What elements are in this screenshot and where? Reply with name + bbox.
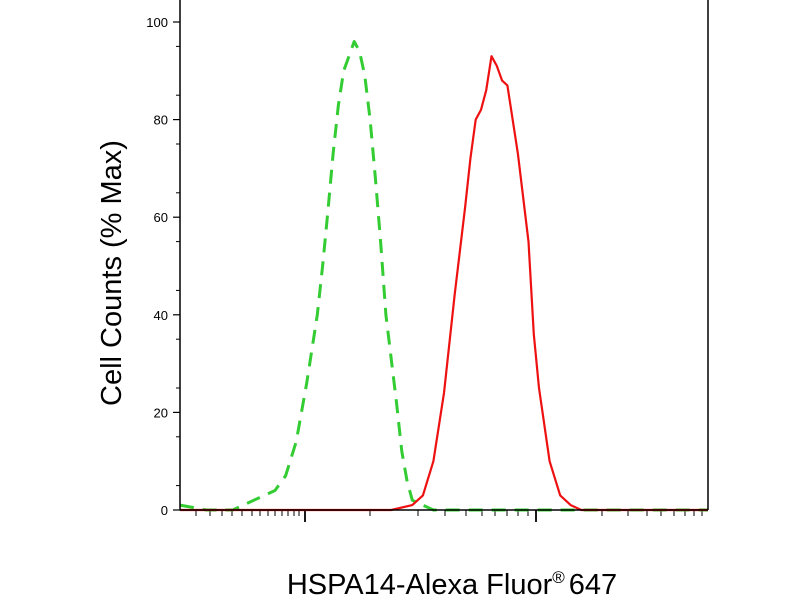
sample-histogram-curve bbox=[180, 55, 708, 512]
y-tick-label: 40 bbox=[154, 308, 168, 323]
y-axis: 0 20 40 60 80 100 bbox=[146, 15, 180, 518]
x-axis-title-main: HSPA14-Alexa Fluor bbox=[287, 569, 553, 600]
y-tick-label: 20 bbox=[154, 405, 168, 420]
y-tick-label: 80 bbox=[154, 113, 168, 128]
isotype-control-curve bbox=[179, 40, 708, 512]
y-tick-label: 100 bbox=[146, 15, 168, 30]
plot-series bbox=[179, 40, 708, 512]
x-axis-title: HSPA14-Alexa Fluor® 647 bbox=[287, 568, 617, 600]
y-axis-title: Cell Counts (% Max) bbox=[96, 140, 128, 406]
y-tick-label: 0 bbox=[161, 503, 168, 518]
x-axis-title-suffix: 647 bbox=[569, 569, 617, 600]
y-tick-label: 60 bbox=[154, 210, 168, 225]
x-axis-title-registered-mark: ® bbox=[552, 568, 565, 587]
x-axis bbox=[195, 510, 703, 522]
